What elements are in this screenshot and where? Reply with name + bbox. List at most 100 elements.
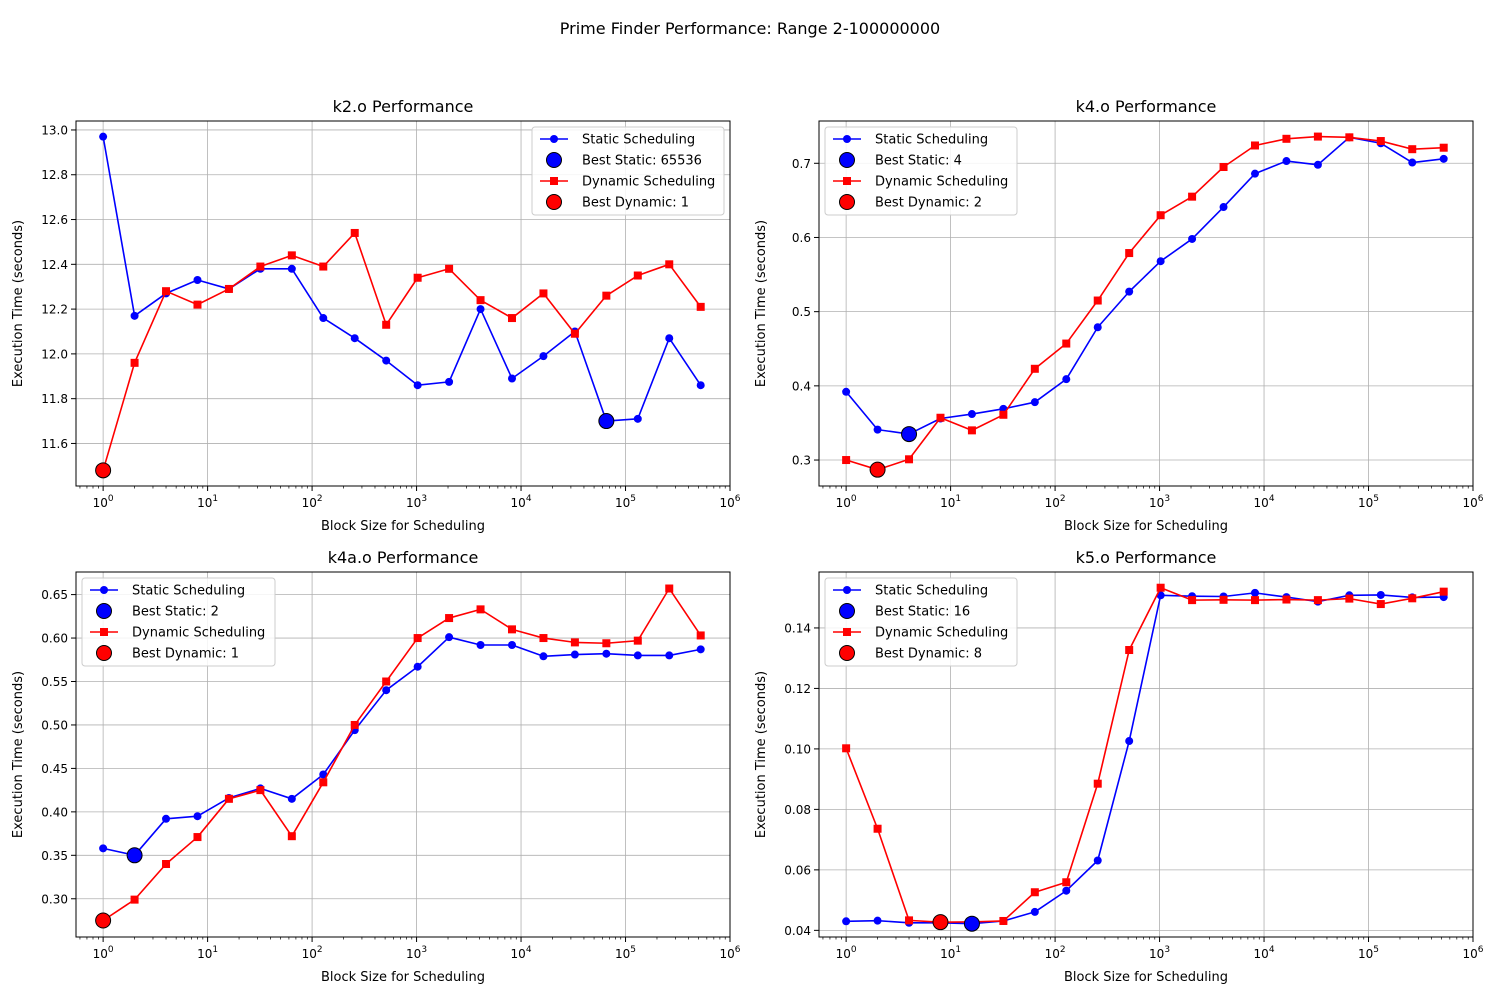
data-point	[1062, 886, 1071, 895]
data-point	[1250, 169, 1259, 178]
legend-best-dynamic-label: Best Dynamic: 2	[875, 196, 982, 211]
data-point	[1408, 594, 1417, 603]
y-tick-label: 0.06	[784, 863, 811, 877]
legend-frame	[824, 126, 1018, 216]
legend-static-label: Static Scheduling	[875, 133, 988, 148]
data-point	[1156, 257, 1165, 266]
x-tick-exponent: 2	[317, 945, 323, 955]
data-point	[570, 650, 579, 659]
data-point	[602, 639, 611, 648]
y-axis: 11.6 11.8 12.0 12.2 12.4 12.6 12.8 13.0 Executio…	[11, 123, 76, 451]
legend-dynamic-label: Dynamic Scheduling	[582, 175, 715, 190]
data-point	[842, 917, 851, 926]
y-tick-label: 0.4	[792, 379, 811, 393]
data-point	[1219, 203, 1228, 212]
data-point	[445, 377, 454, 386]
data-point	[507, 374, 516, 383]
data-point	[696, 302, 705, 311]
data-point	[1125, 737, 1134, 746]
x-tick-exponent: 3	[421, 945, 427, 955]
data-point	[1439, 587, 1448, 596]
legend-dynamic-label: Dynamic Scheduling	[875, 626, 1008, 641]
y-tick-label: 12.2	[41, 303, 68, 317]
legend-marker	[546, 152, 562, 168]
data-point	[602, 291, 611, 300]
series-line	[102, 136, 702, 422]
data-point	[350, 228, 359, 237]
legend-best-dynamic-label: Best Dynamic: 1	[582, 196, 689, 211]
data-point	[873, 824, 882, 833]
data-point	[1282, 134, 1291, 143]
x-tick-exponent: 3	[421, 494, 427, 504]
data-point	[696, 381, 705, 390]
x-tick-exponent: 2	[1060, 945, 1066, 955]
data-point	[1313, 132, 1322, 141]
best-static-marker	[901, 426, 918, 443]
best-dynamic-marker	[95, 462, 112, 479]
data-point	[842, 744, 851, 753]
data-point	[1062, 375, 1071, 384]
data-point	[665, 334, 674, 343]
legend-marker	[843, 135, 851, 143]
data-point	[350, 334, 359, 343]
data-point	[1093, 296, 1102, 305]
data-point	[507, 625, 516, 634]
data-point	[967, 410, 976, 419]
data-point	[382, 677, 391, 686]
data-point	[193, 833, 202, 842]
y-tick-label: 13.0	[41, 123, 68, 137]
data-point	[476, 641, 485, 649]
data-point	[287, 794, 296, 803]
y-tick-label: 0.6	[792, 231, 811, 245]
data-point	[413, 381, 422, 390]
data-point	[539, 652, 548, 661]
y-tick-label: 0.5	[792, 305, 811, 319]
data-point	[193, 812, 202, 821]
chart-title: k4.o Performance	[1076, 97, 1217, 116]
x-tick-exponent: 1	[212, 945, 218, 955]
x-tick-exponent: 0	[851, 494, 857, 504]
y-tick-label: 0.12	[784, 682, 811, 696]
y-axis-label: Execution Time (seconds)	[11, 220, 26, 387]
data-point	[1439, 143, 1448, 152]
best-static-marker	[963, 915, 980, 932]
data-point	[539, 352, 548, 361]
x-tick-exponent: 5	[630, 945, 636, 955]
legend-frame	[824, 577, 1018, 667]
data-point	[224, 794, 233, 803]
legend-dynamic-label: Dynamic Scheduling	[132, 626, 265, 641]
data-point	[162, 287, 171, 296]
data-point	[1408, 145, 1417, 154]
data-point	[1125, 287, 1134, 296]
x-tick-exponent: 5	[1373, 494, 1379, 504]
legend-marker	[843, 586, 851, 594]
data-point	[633, 636, 642, 645]
y-tick-label: 0.45	[41, 762, 68, 776]
series-line	[845, 136, 1444, 435]
data-point	[130, 311, 139, 320]
data-point	[1408, 158, 1417, 167]
y-tick-label: 11.6	[41, 437, 68, 451]
x-tick-exponent: 5	[630, 494, 636, 504]
data-point	[1345, 594, 1354, 603]
data-point	[1313, 596, 1322, 605]
x-tick-exponent: 2	[1060, 494, 1066, 504]
data-point	[476, 605, 485, 614]
data-point	[539, 634, 548, 643]
y-axis: 0.04 0.06 0.08 0.10 0.12 0.14 Execution Time (…	[754, 621, 819, 938]
data-point	[476, 296, 485, 305]
data-point	[1125, 249, 1134, 258]
y-tick-label: 0.65	[41, 588, 68, 602]
x-tick-exponent: 3	[1164, 945, 1170, 955]
best-dynamic-marker	[95, 912, 112, 929]
figure-title: Prime Finder Performance: Range 2-100000…	[560, 19, 940, 38]
data-point	[873, 916, 882, 925]
data-point	[1439, 154, 1448, 163]
data-point	[905, 916, 914, 925]
legend-best-dynamic-label: Best Dynamic: 1	[132, 647, 239, 662]
legend-marker	[839, 152, 855, 168]
data-point	[1093, 323, 1102, 332]
data-point	[1062, 878, 1071, 887]
y-axis: 0.30 0.35 0.40 0.45 0.50 0.55 0.60 0.65 Executio…	[11, 588, 76, 906]
